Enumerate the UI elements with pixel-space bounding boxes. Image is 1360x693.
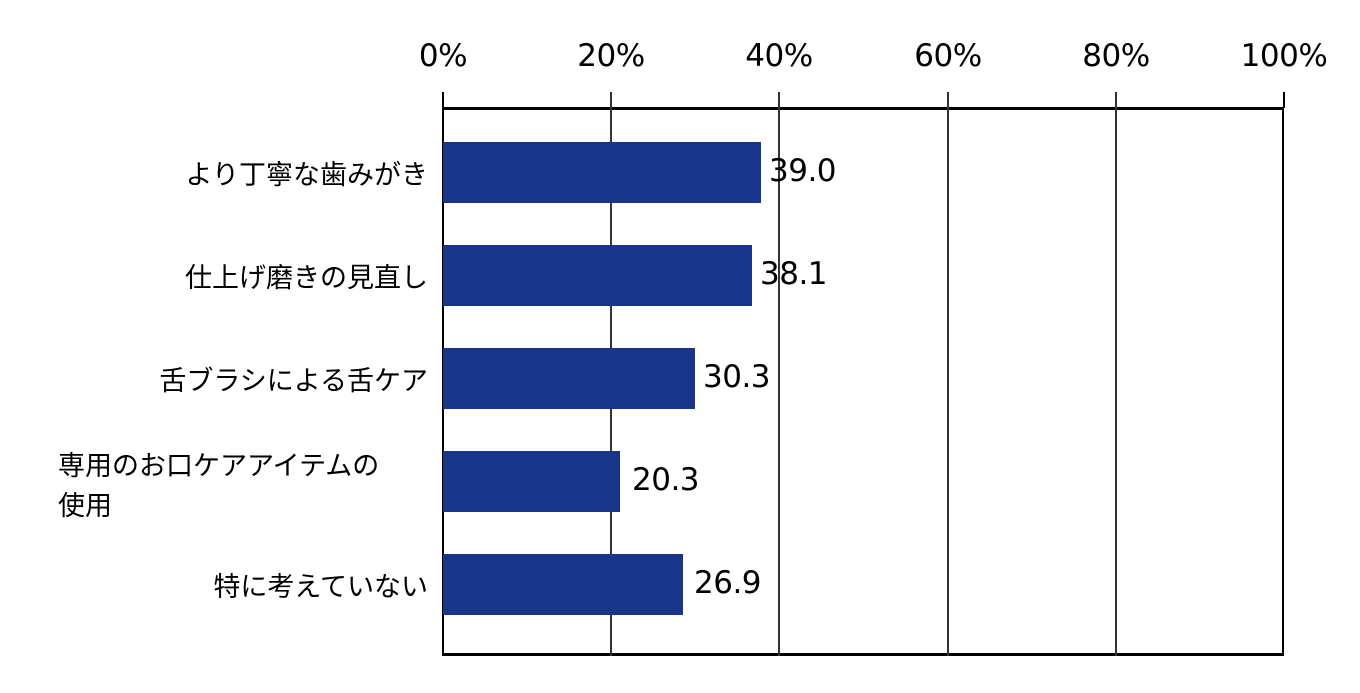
bar xyxy=(443,451,620,512)
x-tick-label-0: 0% xyxy=(418,38,468,74)
gridline-60 xyxy=(947,92,949,656)
tick-mark xyxy=(1283,92,1285,108)
category-label: 専用のお口ケアアイテムの 使用 xyxy=(58,447,438,527)
value-label: 26.9 xyxy=(694,565,762,601)
value-label: 39.0 xyxy=(769,153,837,189)
category-label: 特に考えていない xyxy=(213,572,428,603)
value-label: 20.3 xyxy=(632,462,700,498)
x-tick-label-20: 20% xyxy=(577,38,645,74)
category-label-line1: 専用のお口ケアアイテムの xyxy=(58,451,380,482)
bar xyxy=(443,348,695,409)
value-label: 30.3 xyxy=(703,359,771,395)
bar xyxy=(443,245,752,306)
category-label: より丁寧な歯みがき xyxy=(185,160,428,191)
x-tick-label-100: 100% xyxy=(1240,38,1328,74)
category-label-line2: 使用 xyxy=(58,491,112,522)
bar xyxy=(443,142,761,203)
category-label: 仕上げ磨きの見直し xyxy=(185,263,428,294)
tick-mark xyxy=(442,92,444,108)
gridline-40 xyxy=(778,92,780,656)
bar xyxy=(443,554,683,615)
x-tick-label-60: 60% xyxy=(914,38,982,74)
category-label: 舌ブラシによる舌ケア xyxy=(159,366,428,397)
gridline-80 xyxy=(1115,92,1117,656)
x-tick-label-40: 40% xyxy=(745,38,813,74)
x-tick-label-80: 80% xyxy=(1082,38,1150,74)
value-label: 38.1 xyxy=(760,256,828,292)
